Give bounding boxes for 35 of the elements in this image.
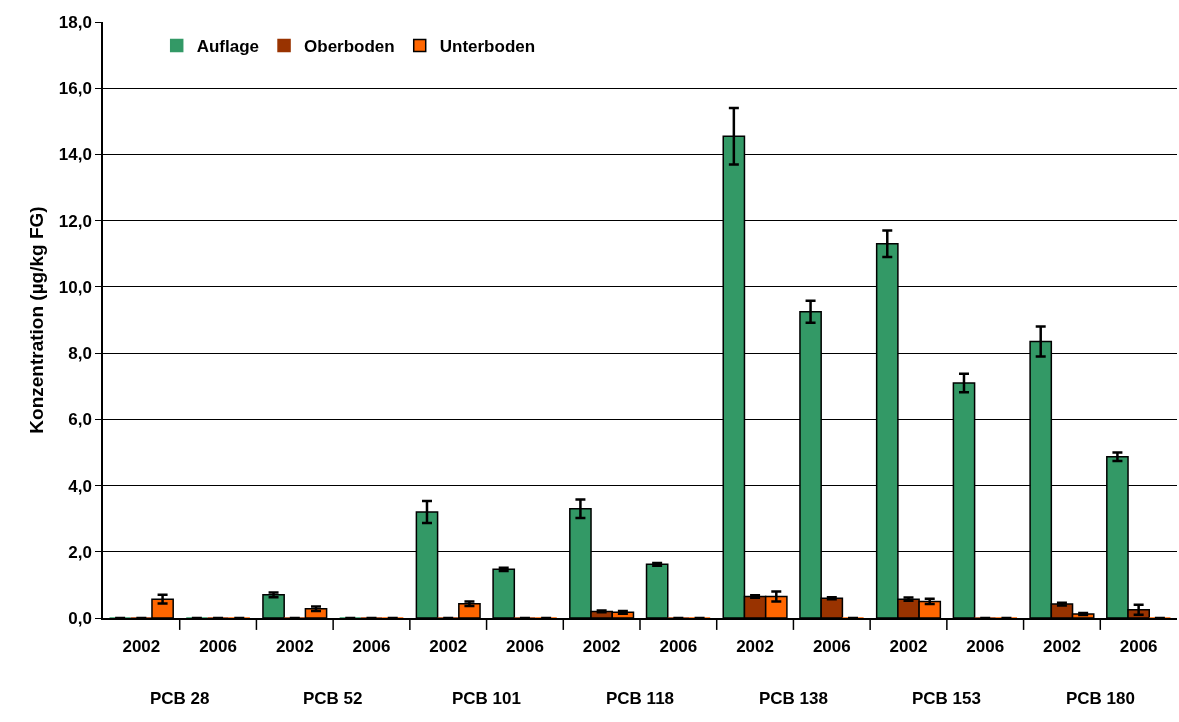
y-tick-label: 14,0 [58,145,92,165]
legend-label: Unterboden [439,37,536,57]
y-tick-label: 4,0 [68,476,92,496]
x-tick-label: 2002 [736,637,774,657]
text: PCB 28 [150,689,210,708]
x-tick-label: 2002 [1043,637,1081,657]
y-tick-label: 8,0 [68,344,92,364]
x-tick-label: 2002 [122,637,161,657]
y-axis-title: Konzentration (µg/kg FG) [26,206,48,434]
y-tick-label: 12,0 [58,211,92,231]
x-tick-label: 2006 [352,637,391,657]
x-tick-label: 2006 [966,637,1005,657]
text: PCB 118 [606,689,675,708]
x-tick-label: 2002 [275,637,314,657]
text: PCB 180 [1066,689,1135,708]
x-tick-label: 2002 [582,637,621,657]
x-tick-label: 2002 [889,637,928,657]
x-tick-label: 2006 [506,637,544,657]
text: PCB 153 [912,689,981,708]
x-tick-label: 2002 [429,637,468,657]
x-tick-label: 2006 [659,637,698,657]
y-tick-label: 0,0 [68,608,92,628]
y-tick-label: 6,0 [68,410,92,430]
legend-label: Auflage [196,37,260,57]
text: PCB 52 [303,689,363,708]
y-tick-label: 10,0 [58,277,92,297]
x-tick-label: 2006 [199,637,237,657]
text: PCB 138 [759,689,828,708]
x-tick-label: 2006 [1119,637,1158,657]
x-tick-label: 2006 [812,637,851,657]
y-tick-label: 2,0 [68,542,92,562]
y-tick-label: 18,0 [58,12,92,32]
text: PCB 101 [452,689,521,708]
y-tick-label: 16,0 [58,79,92,99]
legend-label: Oberboden [304,37,395,57]
